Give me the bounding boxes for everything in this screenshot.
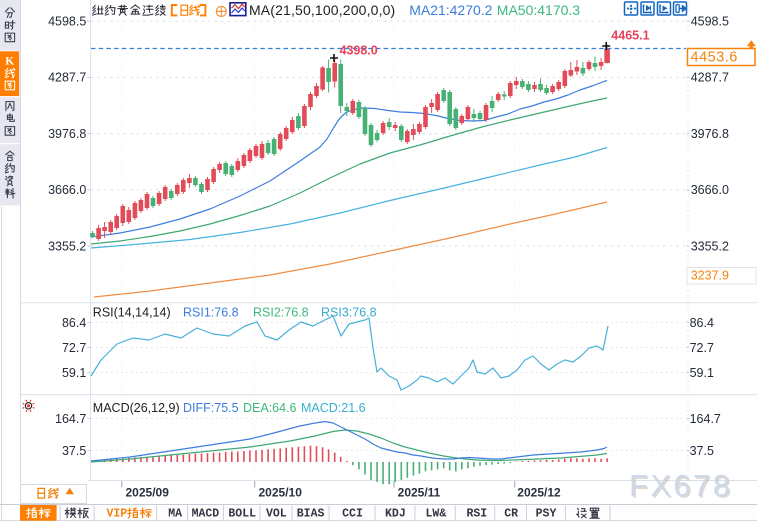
svg-text:4287.7: 4287.7	[691, 71, 729, 85]
svg-text:2025/12: 2025/12	[517, 486, 561, 500]
svg-text:MA: MA	[168, 508, 182, 521]
svg-text:86.4: 86.4	[690, 316, 714, 330]
svg-text:MACD:21.6: MACD:21.6	[301, 401, 366, 415]
svg-text:RSI1:76.8: RSI1:76.8	[183, 306, 239, 320]
svg-text:59.1: 59.1	[690, 366, 714, 380]
svg-text:VOL: VOL	[266, 508, 287, 521]
svg-text:37.5: 37.5	[62, 444, 86, 458]
svg-text:K: K	[5, 56, 14, 68]
svg-text:4453.6: 4453.6	[691, 50, 738, 66]
svg-text:LW&: LW&	[426, 508, 447, 521]
svg-text:BOLL: BOLL	[228, 508, 256, 521]
svg-text:164.7: 164.7	[55, 412, 86, 426]
svg-text:PSY: PSY	[536, 508, 557, 521]
svg-text:3666.0: 3666.0	[691, 183, 729, 197]
svg-text:4598.5: 4598.5	[48, 15, 86, 29]
svg-text:2025/11: 2025/11	[398, 486, 441, 500]
svg-text:37.5: 37.5	[690, 444, 714, 458]
svg-text:RSI(14,14,14): RSI(14,14,14)	[93, 306, 171, 320]
svg-text:4398.0: 4398.0	[340, 44, 378, 58]
svg-text:RSI2:76.8: RSI2:76.8	[253, 306, 309, 320]
svg-text:CCI: CCI	[342, 508, 363, 521]
svg-text:72.7: 72.7	[690, 341, 714, 355]
svg-text:VIP: VIP	[107, 508, 128, 521]
svg-text:4287.7: 4287.7	[48, 71, 86, 85]
svg-text:4465.1: 4465.1	[611, 29, 649, 43]
svg-text:FX678: FX678	[631, 470, 734, 505]
svg-text:MA(21,50,100,200,0,0): MA(21,50,100,200,0,0)	[249, 2, 395, 18]
svg-text:2025/09: 2025/09	[126, 486, 170, 500]
svg-text:3355.2: 3355.2	[691, 239, 729, 253]
svg-text:3976.8: 3976.8	[48, 127, 86, 141]
svg-text:MA50:4170.3: MA50:4170.3	[497, 2, 580, 18]
svg-text:3355.2: 3355.2	[48, 239, 86, 253]
svg-text:MACD(26,12,9): MACD(26,12,9)	[93, 401, 180, 415]
svg-text:MA21:4270.2: MA21:4270.2	[409, 2, 492, 18]
svg-text:RSI3:76.8: RSI3:76.8	[321, 306, 377, 320]
svg-text:3666.0: 3666.0	[48, 183, 86, 197]
svg-text:FX678: FX678	[629, 468, 732, 503]
svg-text:BIAS: BIAS	[297, 508, 325, 521]
svg-text:86.4: 86.4	[62, 316, 86, 330]
svg-text:CR: CR	[504, 508, 518, 521]
svg-text:164.7: 164.7	[690, 412, 721, 426]
svg-text:DEA:64.6: DEA:64.6	[243, 401, 297, 415]
svg-text:3237.9: 3237.9	[691, 269, 729, 283]
svg-text:59.1: 59.1	[62, 366, 86, 380]
svg-text:4598.5: 4598.5	[691, 15, 729, 29]
svg-text:DIFF:75.5: DIFF:75.5	[183, 401, 239, 415]
svg-text:2025/10: 2025/10	[259, 486, 303, 500]
svg-text:72.7: 72.7	[62, 341, 86, 355]
svg-text:3976.8: 3976.8	[691, 127, 729, 141]
svg-text:KDJ: KDJ	[385, 508, 406, 521]
svg-text:MACD: MACD	[192, 508, 220, 521]
svg-text:RSI: RSI	[466, 508, 487, 521]
